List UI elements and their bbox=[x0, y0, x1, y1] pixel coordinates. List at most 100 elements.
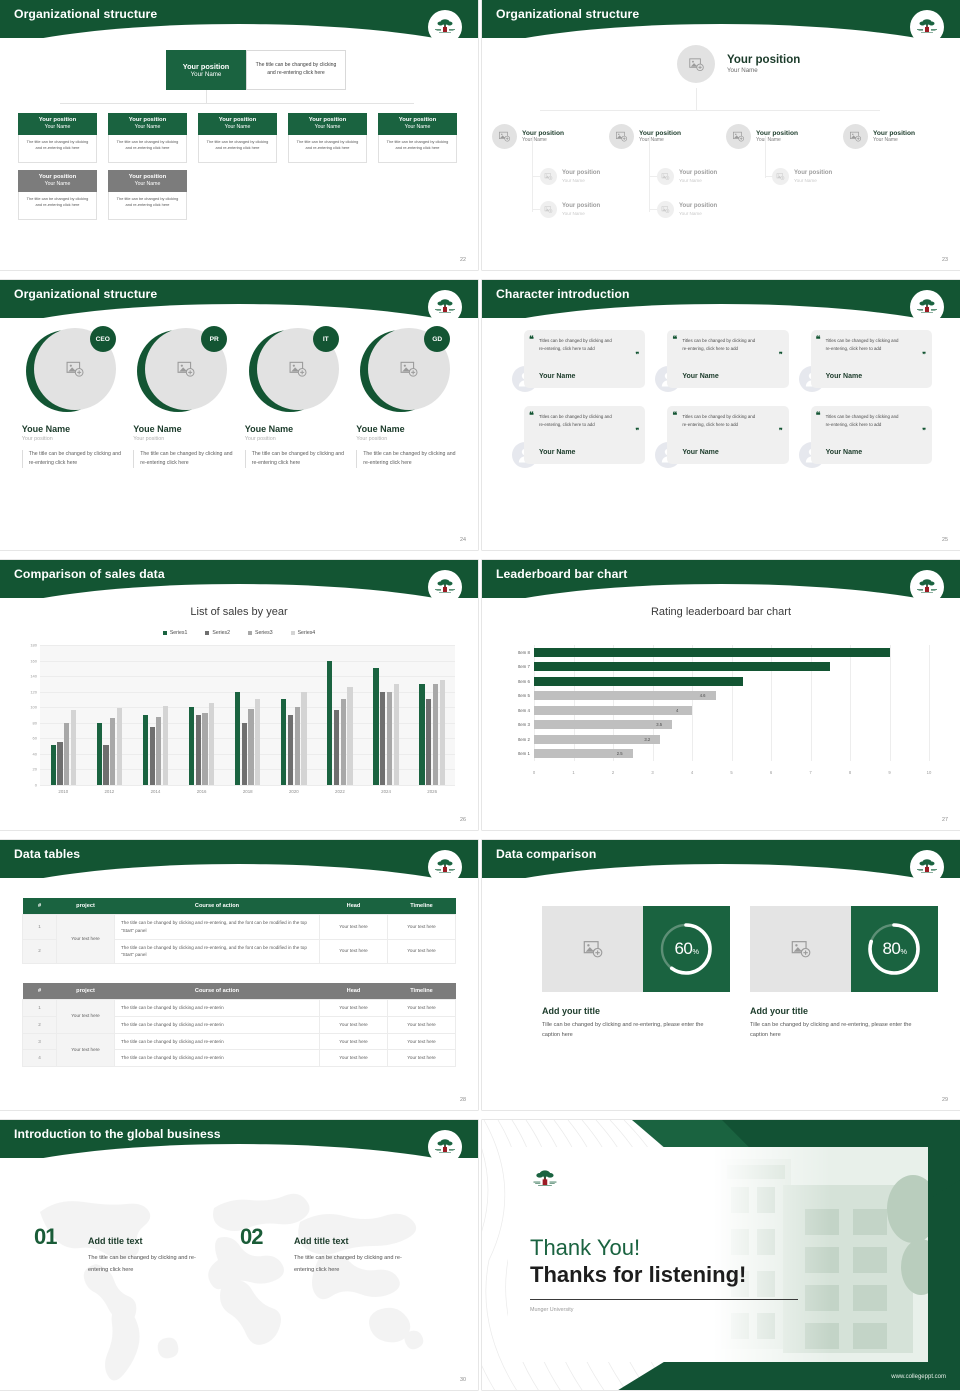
org-root[interactable]: Your position Your Name bbox=[677, 45, 800, 83]
action-cell[interactable]: The title can be changed by clicking and… bbox=[114, 914, 320, 940]
org-card[interactable]: Your position Your Name The title can be c… bbox=[108, 113, 187, 163]
person-card[interactable]: CEO Youe Name Your position The title can b… bbox=[21, 326, 122, 469]
slide-s26[interactable]: Comparison of sales data 26 List of sales … bbox=[0, 560, 478, 830]
org-node-level1[interactable]: Your position Your Name bbox=[843, 124, 960, 149]
node-photo-placeholder[interactable] bbox=[657, 168, 674, 185]
testimonial-card[interactable]: ❝ ❞ Titles can be changed by clicking and … bbox=[655, 406, 789, 468]
node-photo-placeholder[interactable] bbox=[609, 124, 634, 149]
testimonial-card[interactable]: ❝ ❞ Titles can be changed by clicking and … bbox=[655, 330, 789, 392]
quote-text[interactable]: Titles can be changed by clicking and re… bbox=[682, 338, 756, 352]
head-cell[interactable]: Your text here bbox=[319, 1049, 388, 1068]
action-cell[interactable]: The title can be changed by clicking and… bbox=[114, 1032, 320, 1051]
slide-s28[interactable]: Data tables 28 # project Course of action Hea… bbox=[0, 840, 478, 1110]
node-photo-placeholder[interactable] bbox=[772, 168, 789, 185]
quote-text[interactable]: Titles can be changed by clicking and re… bbox=[539, 414, 612, 428]
head-cell[interactable]: Your text here bbox=[319, 938, 388, 965]
node-photo-placeholder[interactable] bbox=[492, 124, 517, 149]
slide-s22[interactable]: Organizational structure 22 Your position Y… bbox=[0, 0, 478, 270]
person-card[interactable]: GD Youe Name Your position The title can be… bbox=[356, 326, 456, 469]
item-desc[interactable]: The title can be changed by clicking and… bbox=[88, 1255, 196, 1273]
quote-text[interactable]: Titles can be changed by clicking and re… bbox=[539, 338, 612, 352]
org-card-desc[interactable]: The title can be changed by clicking and… bbox=[18, 192, 97, 220]
quote-bubble[interactable]: ❝ ❞ Titles can be changed by clicking and … bbox=[524, 330, 646, 388]
org-card-desc[interactable]: The title can be changed by clicking and… bbox=[198, 135, 277, 163]
org-node-level2[interactable]: Your position Your Name bbox=[657, 201, 717, 218]
org-node-level2[interactable]: Your position Your Name bbox=[657, 168, 717, 185]
quote-bubble[interactable]: ❝ ❞ Titles can be changed by clicking and … bbox=[810, 406, 932, 464]
slide-s29[interactable]: Data comparison 29 60% Add your title Tille … bbox=[482, 840, 960, 1110]
testimonial-card[interactable]: ❝ ❞ Titles can be changed by clicking and … bbox=[512, 406, 646, 468]
person-desc[interactable]: The title can be changed by clicking and… bbox=[356, 450, 456, 469]
action-cell[interactable]: The title can be changed by clicking and… bbox=[114, 999, 320, 1017]
slide-s27[interactable]: Leaderboard bar chart 27 Rating leaderboar… bbox=[482, 560, 960, 830]
root-photo-placeholder[interactable] bbox=[677, 45, 715, 83]
timeline-cell[interactable]: Your text here bbox=[387, 1049, 456, 1068]
slide-s31[interactable]: Thank You! Thanks for listening! Munger Un… bbox=[482, 1120, 960, 1390]
quote-bubble[interactable]: ❝ ❞ Titles can be changed by clicking and … bbox=[810, 330, 932, 388]
timeline-cell[interactable]: Your text here bbox=[387, 938, 456, 965]
org-card[interactable]: Your position Your Name The title can be c… bbox=[18, 113, 97, 163]
card-desc[interactable]: Tille can be changed by clicking and re-… bbox=[750, 1022, 912, 1039]
legend-entry[interactable]: Series1 bbox=[162, 630, 187, 636]
org-card-desc[interactable]: The title can be changed by clicking and… bbox=[288, 135, 367, 163]
root-node-box[interactable]: Your position Your Name bbox=[166, 50, 246, 90]
quote-text[interactable]: Titles can be changed by clicking and re… bbox=[825, 414, 899, 428]
comparison-card[interactable]: 60% bbox=[542, 906, 730, 992]
image-placeholder[interactable] bbox=[750, 906, 851, 992]
person-card[interactable]: IT Youe Name Your position The title can be… bbox=[244, 326, 345, 469]
website-url[interactable]: www.collegeppt.com bbox=[891, 1374, 946, 1380]
project-cell[interactable]: Your text here bbox=[56, 913, 115, 965]
org-node-level2[interactable]: Your position Your Name bbox=[540, 201, 600, 218]
org-card[interactable]: Your position Your Name The title can be c… bbox=[198, 113, 277, 163]
testimonial-card[interactable]: ❝ ❞ Titles can be changed by clicking and … bbox=[798, 330, 932, 392]
root-note[interactable]: The title can be changed by clicking and… bbox=[246, 50, 346, 90]
person-desc[interactable]: The title can be changed by clicking and… bbox=[244, 450, 345, 469]
org-card[interactable]: Your position Your Name The title can be c… bbox=[378, 113, 457, 163]
head-cell[interactable]: Your text here bbox=[319, 1032, 388, 1051]
table-row[interactable]: 1 Your text here The title can be changed … bbox=[22, 999, 456, 1034]
org-node-level1[interactable]: Your position Your Name bbox=[492, 124, 609, 149]
quote-bubble[interactable]: ❝ ❞ Titles can be changed by clicking and … bbox=[524, 406, 646, 464]
table-row[interactable]: 1 Your text here The title can be changed … bbox=[22, 913, 456, 965]
action-cell[interactable]: The title can be changed by clicking and… bbox=[114, 938, 320, 965]
quote-text[interactable]: Titles can be changed by clicking and re… bbox=[825, 338, 899, 352]
action-cell[interactable]: The title can be changed by clicking and… bbox=[114, 1015, 320, 1034]
org-node-level2[interactable]: Your position Your Name bbox=[540, 168, 600, 185]
action-cell[interactable]: The title can be changed by clicking and… bbox=[114, 1049, 320, 1068]
org-card[interactable]: Your position Your Name The title can be c… bbox=[288, 113, 367, 163]
slide-s23[interactable]: Organizational structure 23 Your position Y… bbox=[482, 0, 960, 270]
slide-s24[interactable]: Organizational structure 24 CEO Youe Name Yo… bbox=[0, 280, 478, 550]
timeline-cell[interactable]: Your text here bbox=[387, 1015, 456, 1034]
legend-entry[interactable]: Series3 bbox=[248, 630, 273, 636]
person-avatar[interactable]: PR bbox=[137, 326, 228, 414]
legend-entry[interactable]: Series2 bbox=[205, 630, 230, 636]
project-cell[interactable]: Your text here bbox=[56, 999, 115, 1034]
testimonial-card[interactable]: ❝ ❞ Titles can be changed by clicking and … bbox=[798, 406, 932, 468]
org-card[interactable]: Your position Your Name The title can be c… bbox=[108, 170, 187, 220]
table-row[interactable]: 2 The title can be changed by clicking an… bbox=[22, 938, 456, 965]
person-avatar[interactable]: CEO bbox=[25, 326, 116, 414]
table-row[interactable]: 4 The title can be changed by clicking an… bbox=[22, 1049, 456, 1068]
person-card[interactable]: PR Youe Name Your position The title can be… bbox=[133, 326, 233, 469]
person-desc[interactable]: The title can be changed by clicking and… bbox=[21, 450, 122, 469]
person-avatar[interactable]: IT bbox=[248, 326, 339, 414]
legend-entry[interactable]: Series4 bbox=[290, 630, 315, 636]
card-desc[interactable]: Tille can be changed by clicking and re-… bbox=[542, 1022, 704, 1039]
person-avatar[interactable]: GD bbox=[360, 326, 451, 414]
timeline-cell[interactable]: Your text here bbox=[387, 999, 456, 1017]
person-desc[interactable]: The title can be changed by clicking and… bbox=[133, 450, 233, 469]
node-photo-placeholder[interactable] bbox=[540, 201, 557, 218]
slide-s30[interactable]: Introduction to the global business 30 01 A… bbox=[0, 1120, 478, 1390]
head-cell[interactable]: Your text here bbox=[319, 914, 388, 940]
node-photo-placeholder[interactable] bbox=[726, 124, 751, 149]
quote-bubble[interactable]: ❝ ❞ Titles can be changed by clicking and … bbox=[667, 406, 789, 464]
node-photo-placeholder[interactable] bbox=[657, 201, 674, 218]
node-photo-placeholder[interactable] bbox=[843, 124, 868, 149]
root-node[interactable]: Your position Your Name The title can be c… bbox=[166, 50, 346, 90]
testimonial-card[interactable]: ❝ ❞ Titles can be changed by clicking and … bbox=[512, 330, 646, 392]
org-node-level1[interactable]: Your position Your Name bbox=[609, 124, 726, 149]
org-card[interactable]: Your position Your Name The title can be c… bbox=[18, 170, 97, 220]
timeline-cell[interactable]: Your text here bbox=[387, 1032, 456, 1051]
table-row[interactable]: 3 Your text here The title can be changed … bbox=[22, 1032, 456, 1068]
org-card-desc[interactable]: The title can be changed by clicking and… bbox=[108, 192, 187, 220]
